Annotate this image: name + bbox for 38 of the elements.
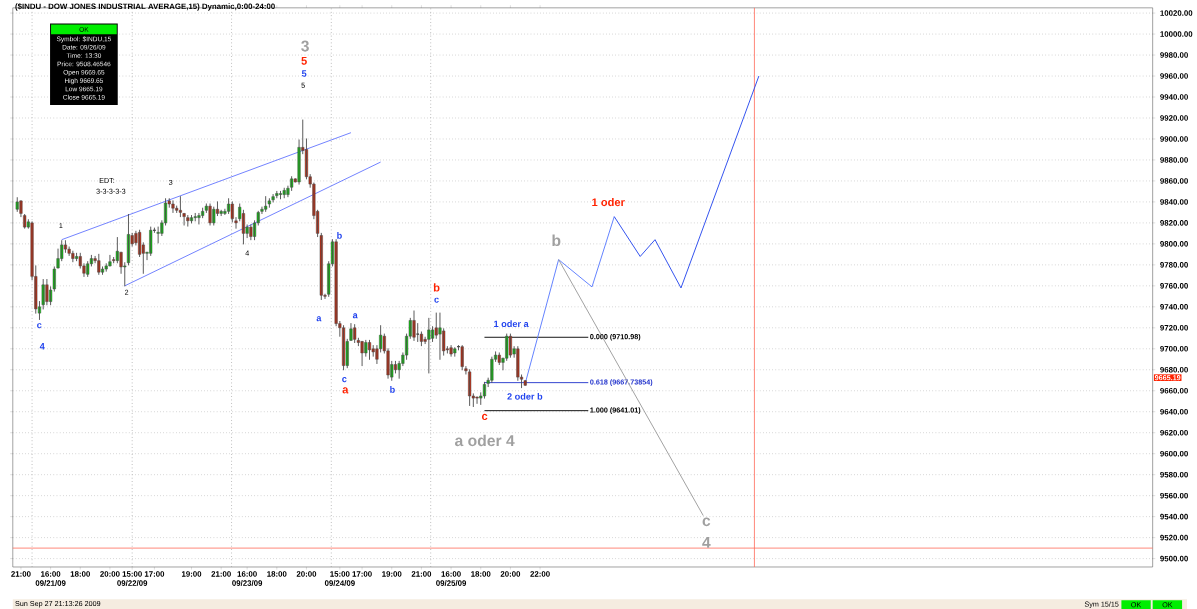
annotation: c	[434, 297, 439, 303]
annotation: 1 oder	[592, 197, 625, 207]
candlestick	[149, 226, 153, 256]
annotation: b	[433, 283, 440, 292]
candlestick	[249, 224, 253, 241]
candlestick	[186, 215, 190, 227]
candlestick	[453, 347, 457, 357]
annotation: 1 oder a	[494, 320, 529, 327]
candlestick	[178, 196, 182, 217]
annotation: b	[337, 231, 342, 239]
annotation: 5	[301, 70, 307, 77]
annotation: a oder 4	[454, 434, 515, 447]
annotation: c	[342, 377, 347, 383]
annotation: b	[390, 386, 395, 393]
annotation: c	[702, 517, 711, 527]
candlestick	[267, 198, 271, 208]
candlestick	[460, 345, 464, 371]
candlestick	[508, 333, 512, 358]
annotation: c	[37, 323, 42, 329]
annotation: b	[552, 234, 561, 246]
candlestick	[353, 324, 357, 343]
candlestick	[264, 196, 268, 212]
annotation: a	[316, 316, 322, 322]
candlestick	[475, 396, 479, 404]
candlestick	[193, 212, 197, 222]
candlestick	[427, 317, 431, 374]
annotation: c	[481, 413, 488, 420]
annotation: a	[342, 387, 349, 394]
annotation: 4	[702, 537, 711, 548]
annotation: a	[352, 313, 358, 319]
candlestick	[468, 369, 472, 406]
annotation: 5	[301, 56, 307, 65]
candlestick	[282, 187, 286, 199]
annotation: 2 oder b	[507, 392, 543, 400]
annotation: 4	[39, 343, 45, 350]
candlestick	[275, 190, 279, 199]
candlestick	[97, 253, 101, 275]
annotation: 3	[301, 40, 309, 52]
